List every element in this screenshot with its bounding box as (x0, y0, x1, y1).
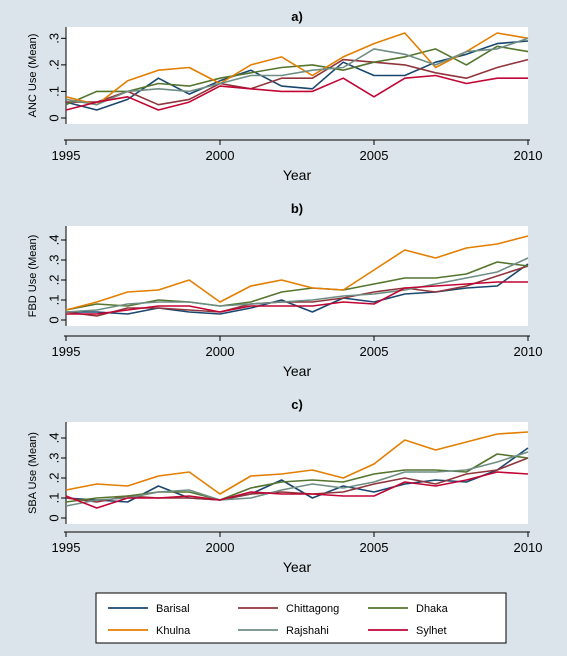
panel-title: a) (291, 9, 303, 24)
x-tick-label: 1995 (52, 344, 81, 359)
y-axis-label: ANC Use (Mean) (27, 34, 39, 118)
plot-area (66, 422, 528, 524)
y-tick-label: .1 (46, 493, 61, 504)
x-tick-label: 2000 (206, 148, 235, 163)
chart-panel-c: c) .4 .3 .2 .1 0 SBA Use (Mean) 1995 2000 2005 201… (27, 397, 542, 575)
y-tick-label: .4 (46, 433, 61, 444)
series-line-khulna (65, 235, 529, 311)
series-line-rajshahi (65, 257, 529, 313)
x-tick-label: 1995 (52, 540, 81, 555)
y-tick-label: .1 (46, 86, 61, 97)
legend-label-sylhet: Sylhet (416, 625, 447, 637)
x-tick-label: 2005 (360, 540, 389, 555)
legend-label-dhaka: Dhaka (416, 603, 449, 615)
y-tick-label: .3 (46, 33, 61, 44)
series-line-chittagong (66, 58, 529, 106)
x-tick-label: 1995 (52, 148, 81, 163)
panel-title: b) (291, 201, 303, 216)
y-axis-label: FBD Use (Mean) (27, 235, 39, 318)
legend-frame (95, 592, 507, 644)
y-tick-label: .3 (46, 255, 61, 266)
y-tick-label: .1 (46, 295, 61, 306)
plot-area (66, 226, 528, 326)
legend-label-barisal: Barisal (156, 603, 190, 615)
y-tick-label: 0 (46, 514, 61, 521)
y-tick-label: .2 (46, 275, 61, 286)
x-tick-label: 2010 (514, 344, 543, 359)
x-tick-label: 2005 (360, 148, 389, 163)
x-axis-label: Year (283, 167, 312, 183)
series-line-rajshahi (65, 37, 529, 106)
x-tick-label: 2010 (514, 148, 543, 163)
series-line-khulna (65, 431, 529, 495)
chart-panel-a: a) .3 .2 .1 0 ANC Use (Mean) 1995 2000 2005 2010 Y… (27, 9, 542, 183)
series-line-sylhet (66, 281, 528, 315)
y-tick-label: .4 (46, 235, 61, 246)
chart-panel-b: b) .4 .3 .2 .1 0 FBD Use (Mean) 1995 2000 2005 201… (27, 201, 542, 379)
legend: Barisal Chittagong Dhaka Khulna Rajshahi Sylh… (95, 592, 507, 644)
y-axis-label: SBA Use (Mean) (27, 432, 39, 514)
x-tick-label: 2000 (206, 344, 235, 359)
series-line-rajshahi (65, 451, 529, 507)
plot-area (66, 27, 528, 124)
y-tick-label: .3 (46, 453, 61, 464)
legend-label-khulna: Khulna (156, 625, 191, 637)
x-axis-label: Year (283, 363, 312, 379)
series-line-sylhet (65, 74, 528, 111)
series-line-sylhet (65, 471, 529, 509)
y-tick-label: .2 (46, 473, 61, 484)
series-line-chittagong (65, 457, 529, 503)
x-tick-label: 2000 (206, 540, 235, 555)
legend-label-chittagong: Chittagong (286, 603, 339, 615)
series-line-khulna (65, 32, 529, 106)
x-tick-label: 2010 (514, 540, 543, 555)
x-axis-label: Year (283, 559, 312, 575)
y-tick-label: 0 (46, 114, 61, 121)
y-tick-label: 0 (46, 316, 61, 323)
panel-title: c) (291, 397, 303, 412)
y-tick-label: .2 (46, 59, 61, 70)
x-tick-label: 2005 (360, 344, 389, 359)
legend-label-rajshahi: Rajshahi (286, 625, 329, 637)
